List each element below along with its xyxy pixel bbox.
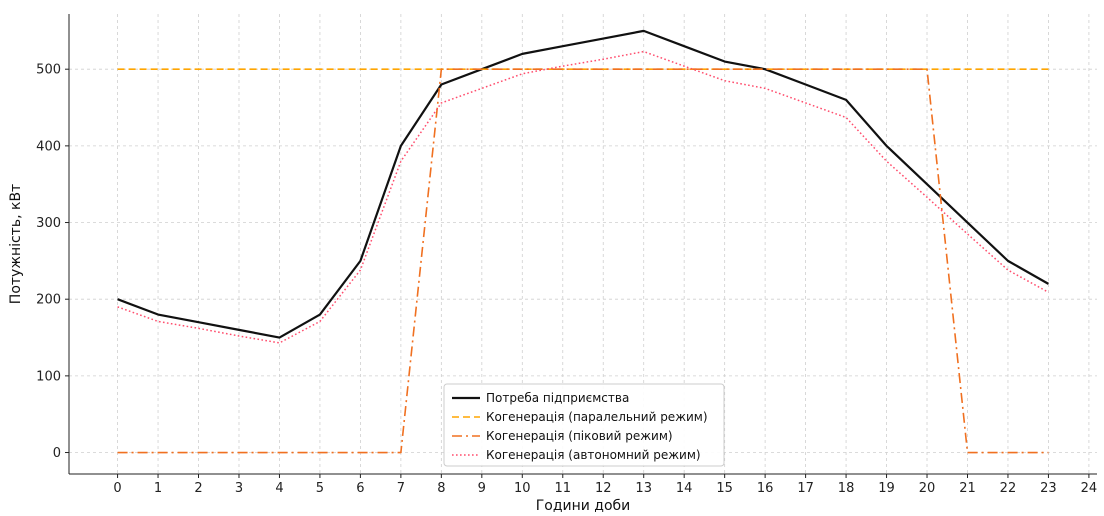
series-line-3 [117, 68, 1049, 454]
legend-label: Когенерація (паралельний режим) [486, 410, 708, 424]
series-line-4 [117, 50, 1049, 344]
x-tick-label: 7 [397, 481, 405, 496]
x-tick-label: 22 [1000, 481, 1017, 496]
x-tick-label: 3 [235, 481, 243, 496]
tick-labels: 0 1 2 3 4 5 6 7 8 9 10 11 12 13 14 15 16 17 18 19 20 21 22 23 24… [36, 63, 1097, 496]
y-axis-title: Потужність, кВт [8, 184, 24, 304]
x-tick-label: 0 [113, 481, 121, 496]
x-tick-label: 20 [919, 481, 936, 496]
x-tick-label: 13 [635, 481, 652, 496]
series-line-1 [117, 29, 1049, 339]
legend-label: Потреба підприємства [486, 391, 629, 405]
x-tick-label: 23 [1040, 481, 1057, 496]
series-layer [117, 29, 1049, 454]
x-tick-label: 1 [154, 481, 162, 496]
x-tick-label: 16 [757, 481, 774, 496]
x-tick-label: 6 [356, 481, 364, 496]
y-tick-label: 400 [36, 139, 61, 154]
x-tick-label: 2 [194, 481, 202, 496]
x-tick-label: 18 [838, 481, 855, 496]
x-tick-label: 8 [437, 481, 445, 496]
x-tick-label: 10 [514, 481, 531, 496]
legend-label: Когенерація (піковий режим) [486, 429, 673, 443]
x-tick-label: 21 [959, 481, 976, 496]
x-tick-label: 4 [275, 481, 283, 496]
x-tick-label: 5 [316, 481, 324, 496]
x-axis-title: Години доби [536, 498, 631, 514]
legend-box [443, 383, 725, 467]
y-tick-label: 100 [36, 369, 61, 384]
x-tick-label: 9 [478, 481, 486, 496]
x-tick-label: 11 [554, 481, 571, 496]
x-tick-label: 12 [595, 481, 612, 496]
x-tick-label: 15 [716, 481, 733, 496]
x-tick-label: 19 [878, 481, 895, 496]
axes [65, 14, 1097, 478]
x-tick-label: 14 [676, 481, 693, 496]
grid-lines [69, 14, 1097, 474]
y-tick-label: 200 [36, 293, 61, 308]
x-tick-label: 17 [797, 481, 814, 496]
x-tick-label: 24 [1081, 481, 1098, 496]
y-tick-label: 0 [53, 446, 61, 461]
y-tick-label: 500 [36, 63, 61, 78]
y-tick-label: 300 [36, 216, 61, 231]
legend-label: Когенерація (автономний режим) [486, 448, 701, 462]
legend: Потреба підприємства Когенерація (паралел… [443, 383, 725, 467]
